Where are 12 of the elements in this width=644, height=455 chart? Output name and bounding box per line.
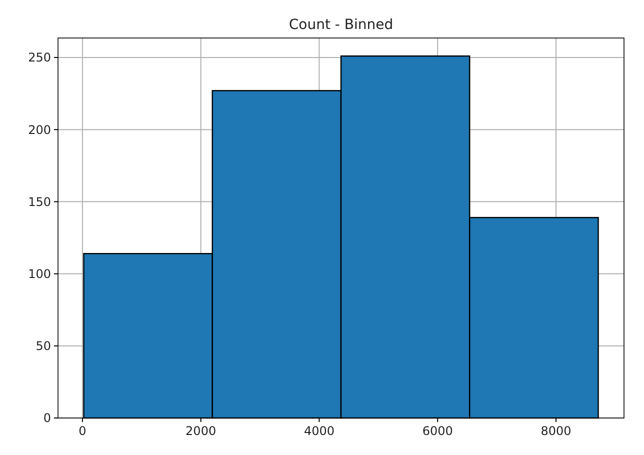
- x-tick-label: 6000: [422, 424, 453, 438]
- y-tick-label: 250: [28, 50, 51, 65]
- y-tick-label: 100: [28, 266, 51, 281]
- y-tick-label: 150: [28, 194, 51, 209]
- x-tick-label: 2000: [186, 424, 216, 438]
- chart-title: Count - Binned: [288, 17, 394, 33]
- x-tick-label: 4000: [304, 424, 334, 438]
- x-tick-label: 8000: [540, 424, 572, 438]
- y-tick-label: 200: [28, 122, 51, 137]
- x-tick-label: 0: [78, 424, 86, 438]
- y-tick-label: 50: [36, 339, 51, 354]
- y-tick-label: 0: [43, 411, 51, 426]
